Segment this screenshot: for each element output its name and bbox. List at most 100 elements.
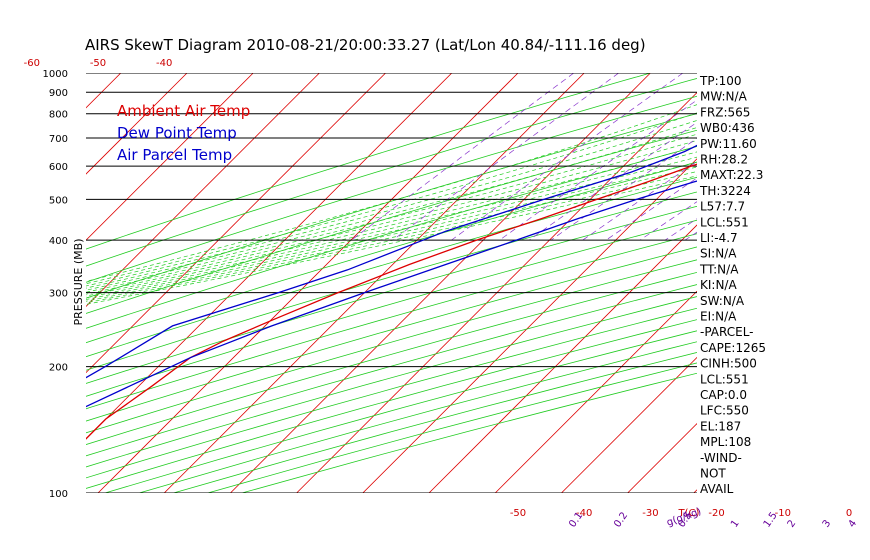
index-value: TH:3224: [699, 184, 751, 198]
index-value: RH:28.2: [700, 153, 748, 167]
index-value: NOT: [700, 467, 726, 481]
dry-adiabat-line: [86, 271, 697, 445]
index-value: -WIND-: [700, 451, 742, 465]
index-value: TT:N/A: [699, 262, 739, 276]
isotherm-line: [86, 73, 254, 241]
index-value: LCL:551: [700, 215, 749, 229]
index-value: KI:N/A: [700, 278, 737, 292]
index-value: MAXT:22.3: [700, 168, 763, 182]
pressure-tick-label: 600: [49, 162, 68, 173]
legend-entry: Air Parcel Temp: [117, 146, 232, 164]
dry-adiabat-line: [86, 284, 697, 457]
mixing-ratio-tick-label: 1: [729, 518, 742, 530]
series-line-air-parcel-temp: [86, 180, 697, 408]
index-value: SW:N/A: [700, 294, 745, 308]
dry-adiabat-line: [86, 145, 697, 329]
dry-adiabat-line: [86, 296, 697, 468]
legend-entry: Dew Point Temp: [117, 124, 237, 142]
pressure-tick-label: 700: [49, 134, 68, 145]
dry-adiabat-line: [86, 161, 697, 344]
dry-adiabat-line: [86, 307, 697, 479]
index-value: FRZ:565: [700, 105, 750, 119]
isotherm-line: [362, 158, 697, 493]
dry-adiabat-line: [86, 73, 651, 250]
dry-adiabat-line: [86, 95, 697, 283]
bottom-temp-tick-label: -10: [775, 508, 791, 519]
isotherm-line: [826, 73, 870, 493]
mixing-ratio-line: [639, 201, 697, 241]
index-value: SI:N/A: [700, 247, 737, 261]
dry-adiabat-line: [86, 246, 697, 422]
legend-entry: Ambient Air Temp: [117, 102, 250, 120]
moist-adiabat-line: [86, 171, 697, 304]
mixing-ratio-line: [771, 73, 870, 240]
chart-title: AIRS SkewT Diagram 2010-08-21/20:00:33.2…: [85, 36, 646, 54]
isotherm-line: [86, 73, 320, 307]
isotherm-line: [86, 73, 188, 175]
mixing-ratio-line: [665, 218, 697, 241]
pressure-tick-label: 900: [49, 88, 68, 99]
mixing-ratio-tick-label: 4: [847, 518, 860, 530]
legend: Ambient Air Temp Dew Point Temp Air Parcel…: [117, 102, 250, 164]
bottom-temp-tick-label: -30: [642, 508, 658, 519]
plot-area: [0, 73, 870, 493]
index-value: WB0:436: [700, 121, 755, 135]
mixing-ratio-line: [351, 73, 575, 241]
mixing-ratio-tick-label: 2: [786, 518, 799, 530]
pressure-tick-label: 800: [49, 110, 68, 121]
top-temp-tick-label: -50: [90, 58, 106, 69]
index-value: MW:N/A: [700, 90, 748, 104]
bottom-temp-tick-label: 0: [846, 508, 852, 519]
index-value: CINH:500: [700, 357, 757, 371]
bottom-temp-tick-label: -20: [708, 508, 724, 519]
dry-adiabat-line: [86, 191, 697, 371]
index-value: PW:11.60: [700, 137, 757, 151]
isotherm-line: [230, 73, 651, 493]
index-value: AVAIL: [700, 482, 734, 496]
dry-adiabat-line: [86, 319, 697, 489]
dry-adiabat-line: [86, 176, 697, 358]
index-value: EI:N/A: [700, 310, 737, 324]
top-temp-tick-label: -60: [24, 58, 40, 69]
index-value: CAPE:1265: [700, 341, 766, 355]
isotherm-line: [163, 73, 585, 493]
mixing-ratio-line: [818, 73, 870, 240]
pressure-tick-label: 200: [49, 363, 68, 374]
index-value: TP:100: [699, 74, 742, 88]
pressure-tick-label: 300: [49, 289, 68, 300]
dry-adiabat-line: [86, 219, 697, 397]
pressure-tick-label: 400: [49, 236, 68, 247]
pressure-tick-label: 100: [49, 489, 68, 500]
index-value: EL:187: [700, 419, 741, 433]
dry-adiabat-line: [86, 259, 697, 434]
mixing-ratio-line: [789, 73, 870, 240]
dry-adiabat-line: [139, 341, 697, 493]
x-axis-label: T(C): [678, 508, 700, 519]
dry-adiabat-line: [86, 129, 697, 314]
dry-adiabat-line: [86, 77, 697, 267]
index-value: L57:7.7: [700, 200, 745, 214]
isotherm-line: [428, 224, 697, 493]
bottom-temp-tick-label: -50: [510, 508, 526, 519]
index-value: CAP:0.0: [700, 388, 747, 402]
isotherm-line: [760, 73, 870, 493]
pressure-tick-label: 500: [49, 195, 68, 206]
y-axis-label: PRESSURE (MB): [72, 239, 85, 326]
isotherm-line: [0, 73, 55, 493]
index-value: -PARCEL-: [700, 325, 754, 339]
isotherm-line: [561, 356, 697, 493]
top-temp-tick-label: -40: [156, 58, 172, 69]
index-value: LCL:551: [700, 372, 749, 386]
mixing-ratio-tick-label: 0.2: [612, 510, 630, 529]
series-line-ambient-air-temp: [86, 163, 697, 440]
mixing-ratio-tick-label: 3: [821, 518, 834, 530]
bottom-temp-tick-label: -40: [576, 508, 592, 519]
isotherm-line: [494, 290, 697, 493]
mixing-ratio-line: [750, 73, 870, 240]
moist-adiabat-line: [86, 166, 697, 302]
index-value: MPL:108: [700, 435, 751, 449]
pressure-tick-label: 1000: [43, 69, 68, 80]
series-line-dew-point-temp: [86, 144, 697, 379]
